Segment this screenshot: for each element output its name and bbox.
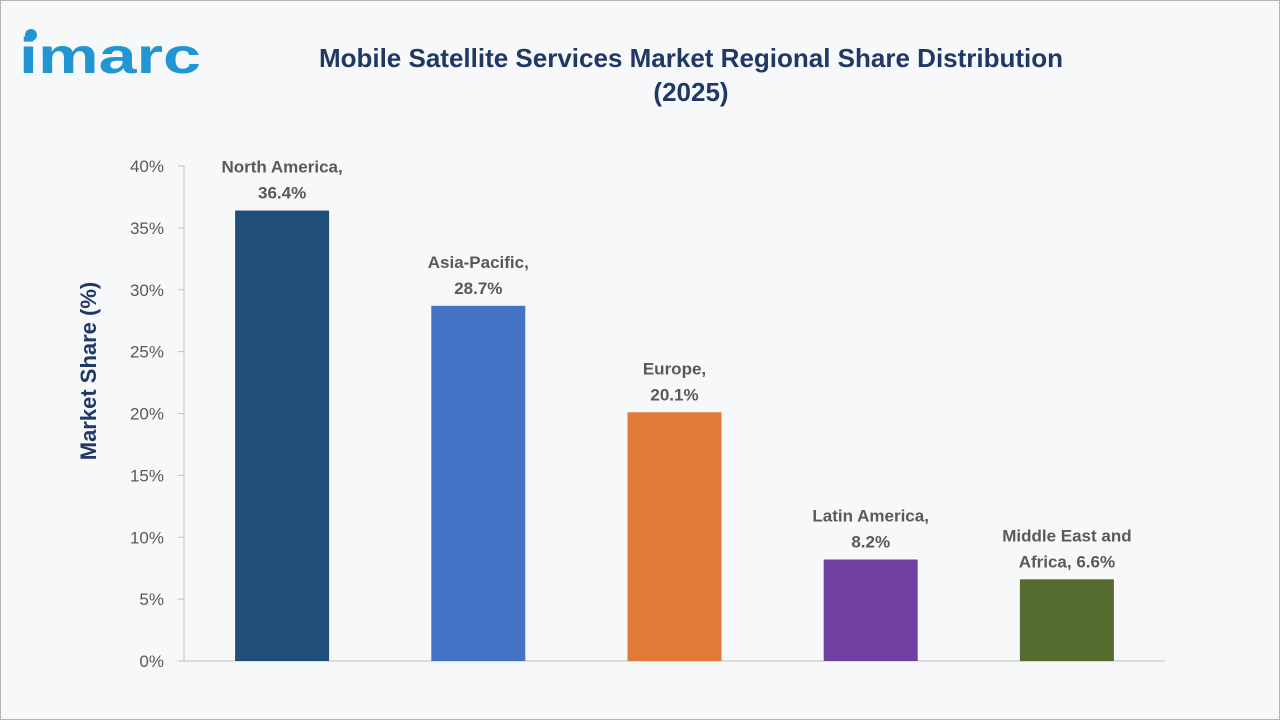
- data-label: Africa, 6.6%: [1019, 552, 1115, 571]
- logo-dot: [25, 29, 37, 41]
- data-label: North America,: [221, 158, 342, 177]
- y-tick-label: 35%: [130, 219, 164, 238]
- y-tick-label: 20%: [130, 405, 164, 424]
- chart-title: Mobile Satellite Services Market Regiona…: [261, 41, 1121, 109]
- data-label: Europe,: [643, 359, 706, 378]
- y-tick-label: 25%: [130, 343, 164, 362]
- imarc-logo: imarc: [19, 29, 201, 84]
- data-label: 8.2%: [851, 533, 890, 552]
- bar-latin-america: [823, 559, 918, 661]
- data-label: 36.4%: [258, 184, 306, 203]
- data-label: 28.7%: [454, 279, 502, 298]
- bar-middle-east-and-africa: [1019, 579, 1114, 661]
- data-label: 20.1%: [650, 385, 698, 404]
- y-tick-label: 40%: [130, 157, 164, 176]
- logo-text: imarc: [19, 29, 201, 84]
- y-tick-label: 0%: [139, 652, 164, 671]
- data-label: Latin America,: [812, 507, 929, 526]
- data-label: Asia-Pacific,: [428, 253, 529, 272]
- y-tick-label: 5%: [139, 590, 164, 609]
- chart-title-line-2: (2025): [653, 77, 729, 107]
- bar-europe: [627, 412, 722, 661]
- y-tick-label: 30%: [130, 281, 164, 300]
- data-label: Middle East and: [1002, 526, 1131, 545]
- y-tick-label: 10%: [130, 528, 164, 547]
- chart-title-line-1: Mobile Satellite Services Market Regiona…: [318, 43, 1064, 73]
- bar-asia-pacific: [431, 305, 526, 661]
- y-tick-label: 15%: [130, 466, 164, 485]
- bar-north-america: [235, 210, 330, 662]
